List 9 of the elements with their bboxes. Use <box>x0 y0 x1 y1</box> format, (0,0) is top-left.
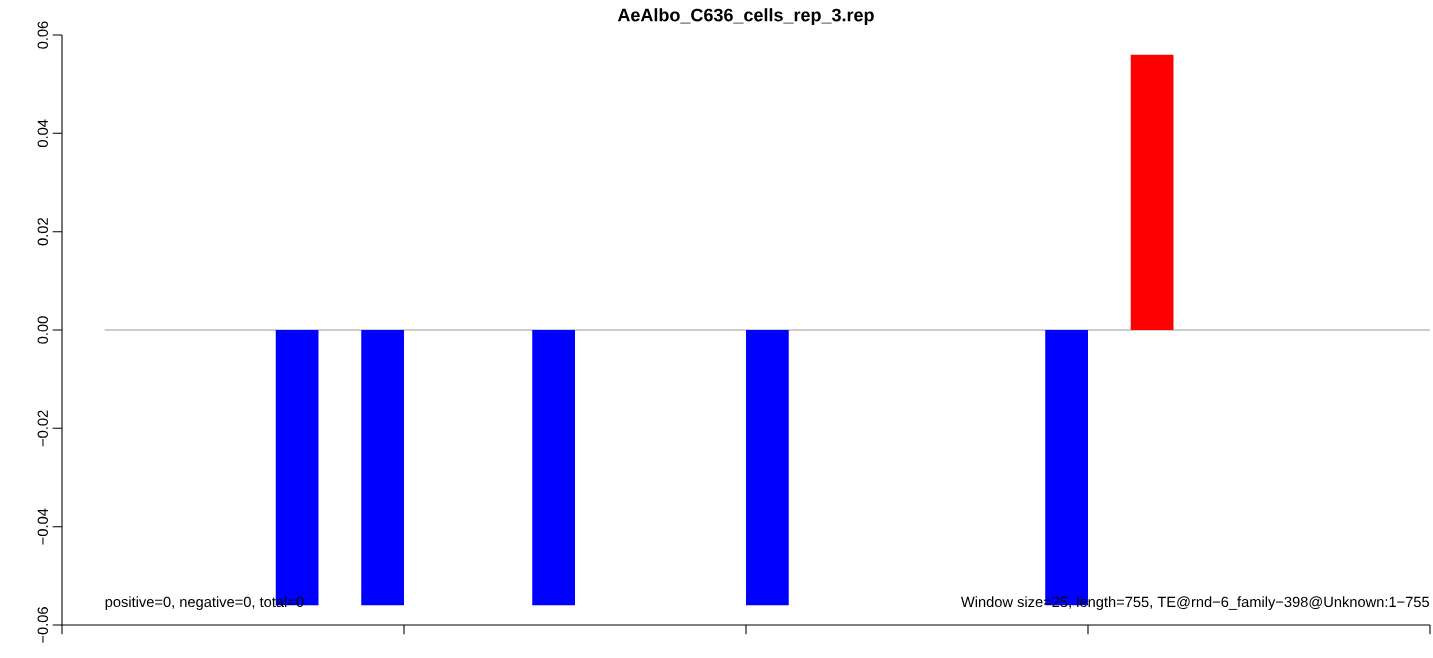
y-tick-label: −0.02 <box>37 410 48 447</box>
y-tick-label: 0.02 <box>37 218 48 246</box>
y-tick-label: −0.04 <box>37 508 48 545</box>
y-tick-label: −0.06 <box>37 607 48 643</box>
y-tick-label: 0.06 <box>37 21 48 49</box>
y-tick-label: 0.04 <box>37 119 48 148</box>
annotation: Window size=25, length=755, TE@rnd−6_family−398@Unknown:1−755 <box>960 596 1430 610</box>
y-tick-label: 0.00 <box>37 316 48 344</box>
chart-title: AeAlbo_C636_cells_rep_3.rep <box>617 8 874 25</box>
